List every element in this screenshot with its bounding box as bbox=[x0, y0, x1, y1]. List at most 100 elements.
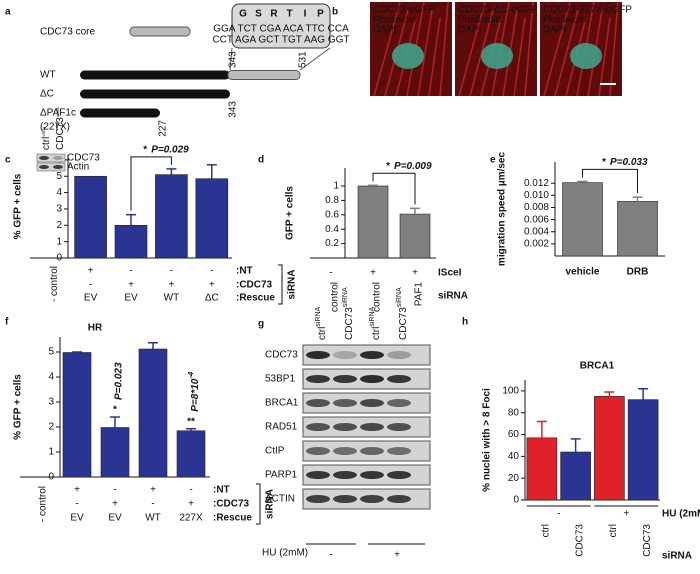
actin-fiber bbox=[428, 17, 441, 97]
blot-band bbox=[387, 447, 411, 455]
y-tick-label: 0.002 bbox=[524, 239, 549, 250]
actin-fiber bbox=[554, 9, 579, 97]
blot-label: ACTIN bbox=[265, 494, 295, 505]
residue: T bbox=[286, 9, 292, 20]
row-cell: + bbox=[209, 280, 215, 291]
x-tick-label: DRB bbox=[627, 267, 649, 278]
c-terminal-bar bbox=[227, 70, 301, 80]
row-cell: 227X bbox=[179, 513, 203, 524]
blot-band bbox=[387, 351, 411, 359]
blot-band bbox=[387, 399, 411, 407]
row-cell: + bbox=[370, 268, 376, 279]
row-cell: WT bbox=[164, 293, 180, 304]
p-value: P=0.033 bbox=[610, 157, 648, 168]
row-cell: - bbox=[329, 268, 332, 279]
residue: I bbox=[304, 9, 307, 20]
image-stain: Phalloidin bbox=[543, 15, 586, 26]
residue-position: 531 bbox=[298, 51, 309, 68]
blot-band bbox=[387, 495, 411, 503]
construct-bar bbox=[80, 89, 230, 99]
blot-band bbox=[360, 375, 384, 383]
y-tick-label: 40 bbox=[508, 451, 520, 462]
row-label: ISceI bbox=[438, 268, 462, 279]
blot-band bbox=[360, 495, 384, 503]
blot-band bbox=[306, 351, 330, 359]
y-axis-label: migration speed µm/sec bbox=[497, 152, 508, 267]
category-label: siRNA bbox=[438, 291, 468, 302]
residue-position: 227 bbox=[158, 120, 169, 137]
codons-top: GGA TCT CGA ACA TTC CCA bbox=[213, 24, 349, 35]
blot-band bbox=[306, 423, 330, 431]
inset-band bbox=[39, 156, 49, 160]
blot-band bbox=[306, 375, 330, 383]
panel-letter: h bbox=[462, 317, 468, 328]
inset-blot bbox=[36, 162, 66, 172]
bar bbox=[526, 437, 558, 501]
row-label: :CDC73 bbox=[236, 280, 273, 291]
blot-band bbox=[333, 375, 357, 383]
construct-bar bbox=[80, 70, 230, 80]
construct-note: (227X) bbox=[40, 122, 70, 133]
x-tick-label: - control bbox=[49, 266, 60, 302]
lane-label: ctrlsiRNA bbox=[369, 306, 381, 340]
y-tick-label: 100 bbox=[502, 386, 519, 397]
inset-blot bbox=[36, 153, 66, 163]
actin-fiber bbox=[458, 1, 486, 97]
y-tick-label: 4 bbox=[56, 187, 62, 198]
y-tick-label: 2 bbox=[48, 422, 54, 433]
blot-band bbox=[333, 399, 357, 407]
blot-label: RAD51 bbox=[265, 422, 298, 433]
row-cell: + bbox=[128, 280, 134, 291]
actin-fiber bbox=[439, 1, 449, 97]
bar bbox=[155, 174, 188, 259]
p-value-sup: -4 bbox=[186, 371, 195, 379]
sequence-box bbox=[231, 3, 331, 49]
y-tick-label: 0 bbox=[48, 472, 54, 483]
bar bbox=[138, 348, 168, 478]
y-tick-label: 0 bbox=[56, 253, 62, 264]
p-value: P=0.009 bbox=[394, 161, 432, 172]
residue-position: 343 bbox=[228, 51, 239, 68]
bar bbox=[560, 451, 591, 501]
row-cell: - bbox=[557, 509, 560, 520]
significance-bracket bbox=[130, 156, 172, 211]
significance-stars: ** bbox=[187, 416, 195, 427]
residue: G bbox=[239, 9, 247, 20]
y-axis-label: GFP + cells bbox=[285, 186, 296, 240]
lane-label-main: ctrl bbox=[371, 327, 382, 340]
bar bbox=[176, 430, 206, 478]
blot-band bbox=[306, 399, 330, 407]
row-cell: - bbox=[151, 499, 154, 510]
row-cell: + bbox=[412, 268, 418, 279]
blot-band bbox=[360, 471, 384, 479]
row-label: :CDC73 bbox=[213, 499, 250, 510]
y-tick-label: 1 bbox=[56, 236, 62, 247]
image-stain: DAPI bbox=[373, 25, 396, 36]
y-tick-label: 0.004 bbox=[524, 226, 549, 237]
x-tick-label: ctrl bbox=[541, 524, 552, 537]
inset-row-label: CDC73 bbox=[67, 153, 100, 164]
construct-label: ΔPAF1c bbox=[40, 108, 76, 119]
image-stain: DAPI bbox=[543, 25, 566, 36]
blot-label: BRCA1 bbox=[265, 398, 299, 409]
row-cell: EV bbox=[124, 293, 138, 304]
y-tick-label: 5 bbox=[48, 347, 54, 358]
blot-band bbox=[387, 471, 411, 479]
image-label: CDC73-227X-eGFP bbox=[543, 5, 632, 16]
zoom-line bbox=[229, 47, 233, 71]
panel-letter: c bbox=[5, 155, 11, 166]
image-stain: DAPI bbox=[458, 25, 481, 36]
residue-position: 343 bbox=[228, 101, 239, 118]
y-tick-label: 1 bbox=[333, 181, 339, 192]
row-cell: - bbox=[75, 499, 78, 510]
blot-label: CtIP bbox=[265, 446, 285, 457]
y-axis-label: % GFP + cells bbox=[13, 374, 24, 440]
bar bbox=[195, 178, 229, 259]
blot-band bbox=[360, 423, 384, 431]
nucleus bbox=[570, 43, 602, 69]
y-tick-label: 0.006 bbox=[524, 214, 549, 225]
zoom-line bbox=[299, 47, 331, 71]
chart-title: HR bbox=[88, 323, 103, 334]
lane-label-main: CDC73 bbox=[344, 307, 355, 340]
